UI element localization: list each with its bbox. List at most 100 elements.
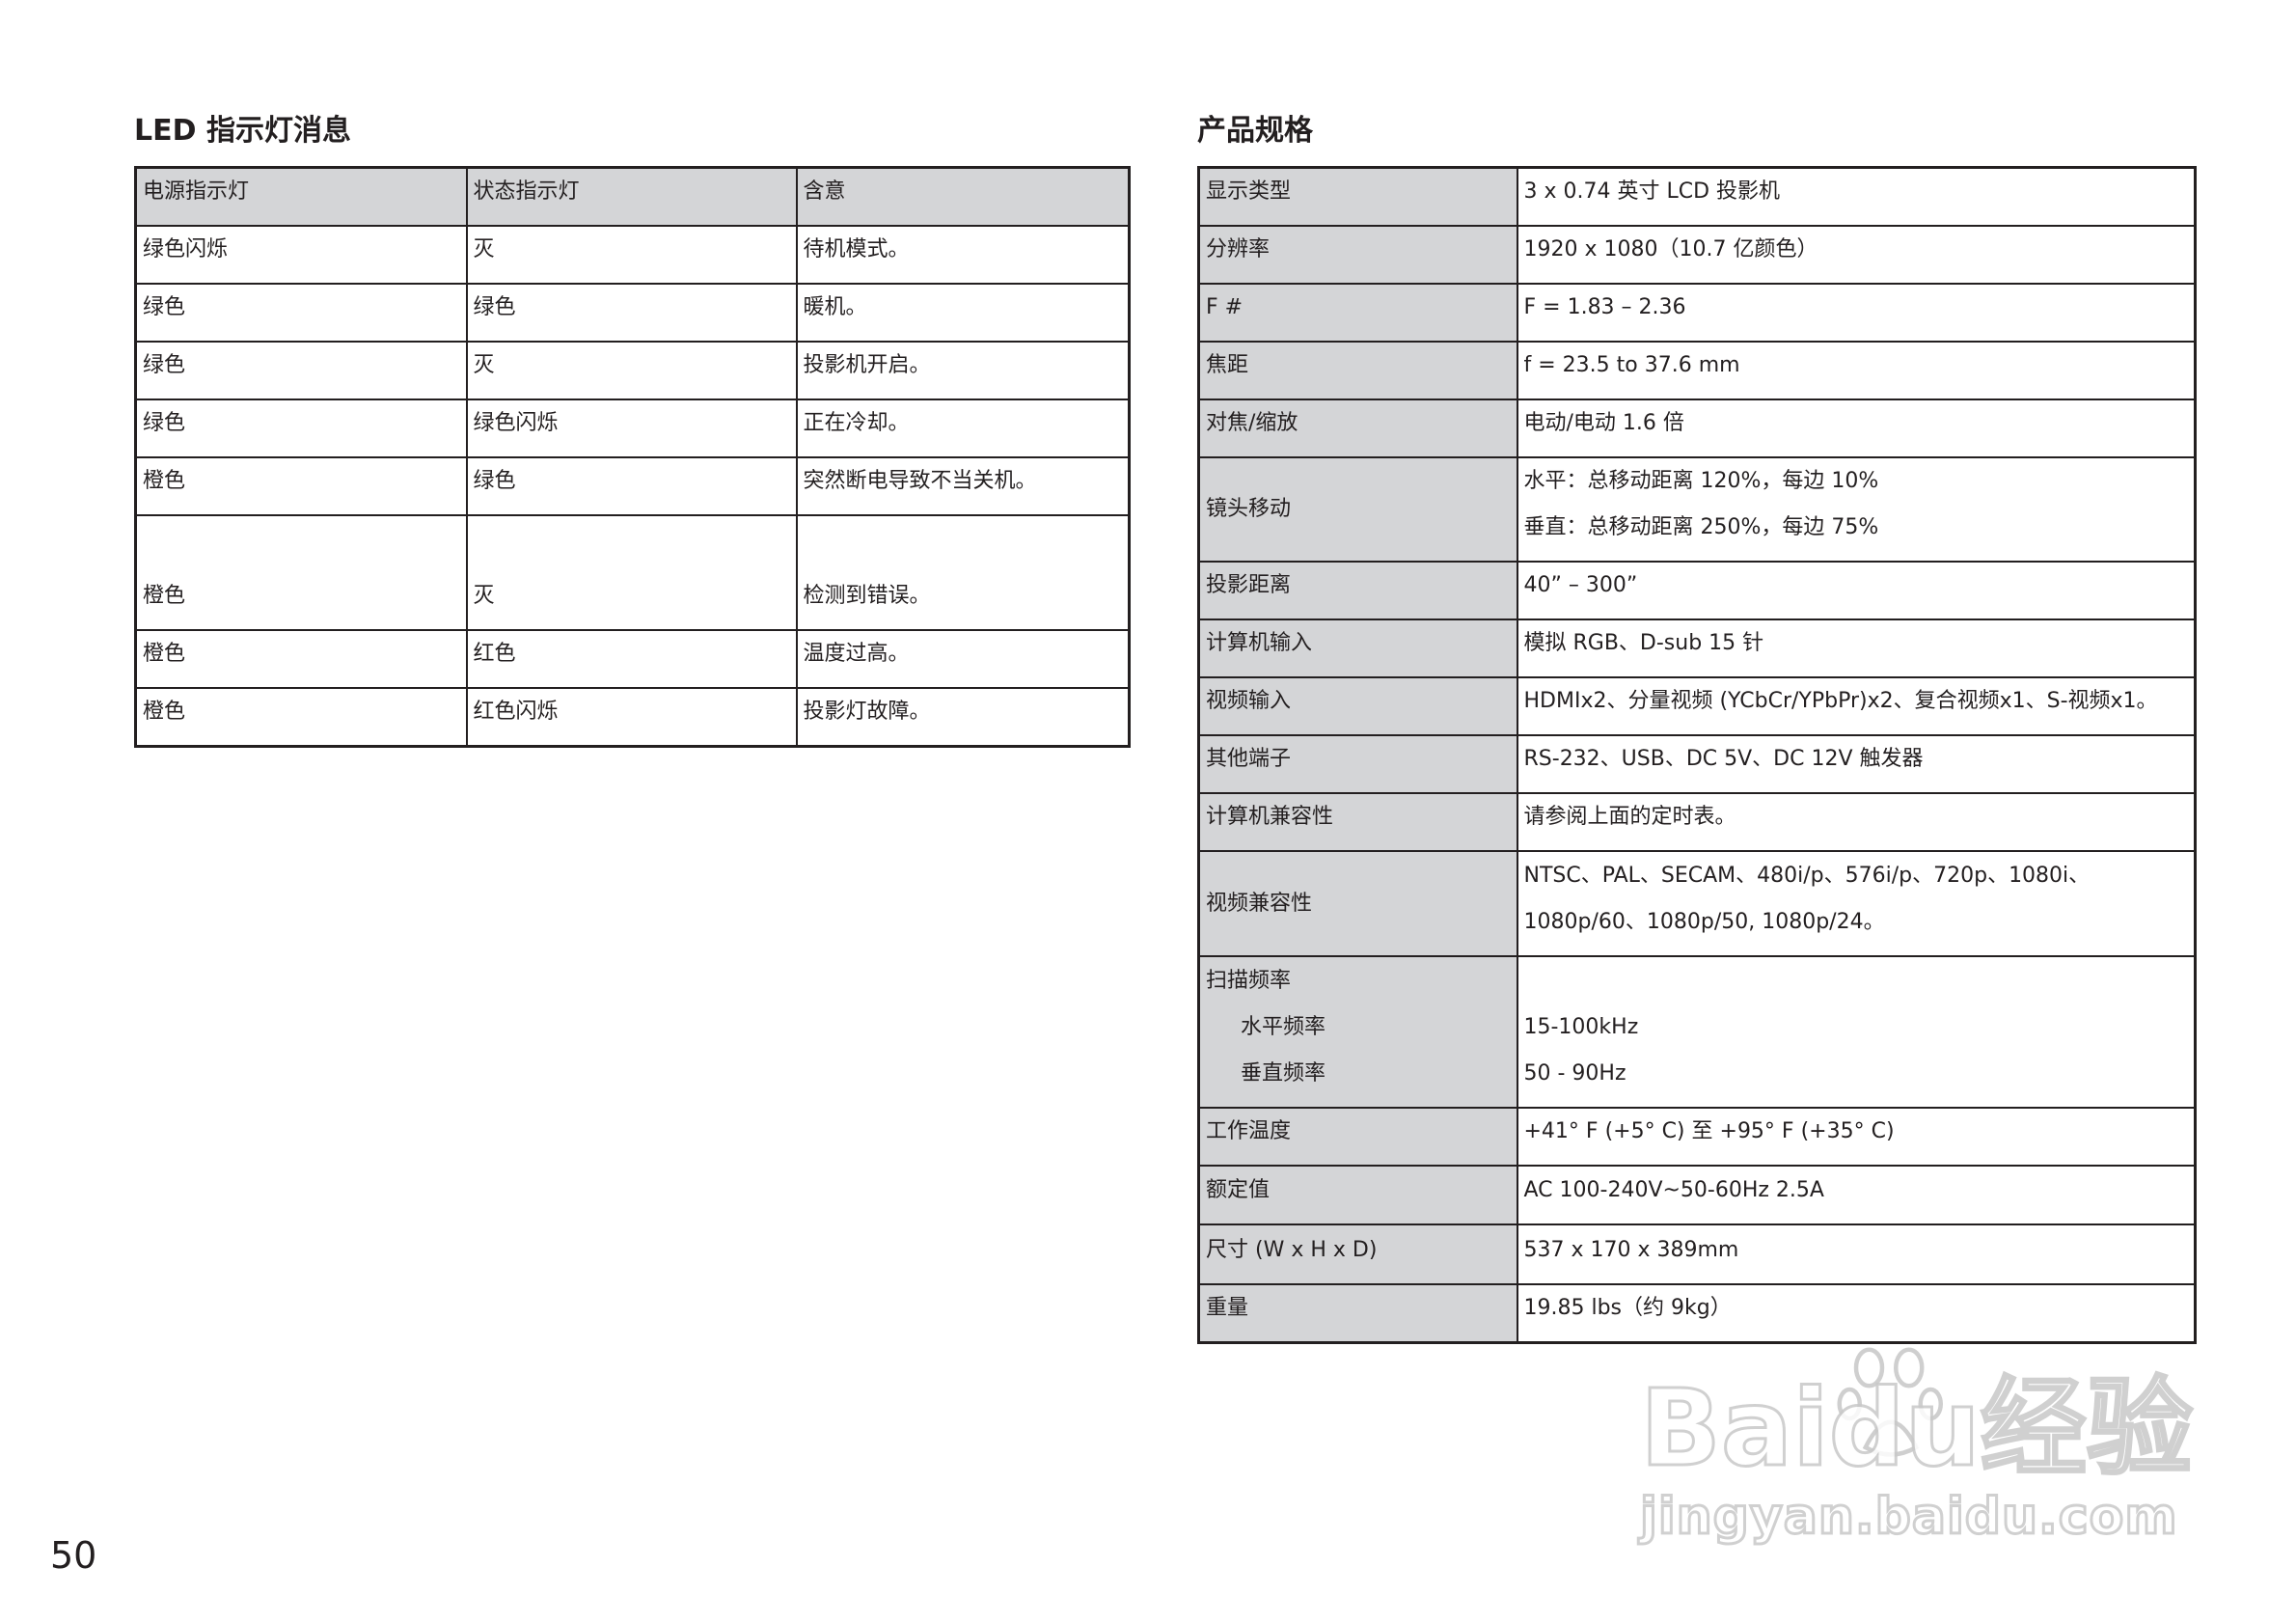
spec-row: 视频输入 HDMIx2、分量视频 (YCbCr/YPbPr)x2、复合视频x1、S… bbox=[1197, 676, 2197, 736]
spec-table: 显示类型 3 x 0.74 英寸 LCD 投影机 分辨率 1920 x 1080（10… bbox=[1197, 166, 2197, 1344]
spec-value: AC 100-240V~50-60Hz 2.5A bbox=[1516, 1165, 2197, 1225]
led-cell: 绿色 bbox=[134, 399, 468, 458]
spec-label: 扫描频率水平频率垂直频率 bbox=[1197, 955, 1518, 1109]
led-cell: 投影灯故障。 bbox=[795, 687, 1131, 748]
spec-row: 工作温度 +41° F (+5° C) 至 +95° F (+35° C) bbox=[1197, 1107, 2197, 1167]
led-cell: 绿色 bbox=[134, 341, 468, 400]
spec-value-line: F = 1.83 – 2.36 bbox=[1523, 295, 1686, 319]
led-cell: 灭 bbox=[465, 341, 798, 400]
led-row: 橙色 绿色 突然断电导致不当关机。 bbox=[134, 456, 1131, 516]
spec-value: 19.85 lbs（约 9kg） bbox=[1516, 1283, 2197, 1344]
led-row: 橙色 红色闪烁 投影灯故障。 bbox=[134, 687, 1131, 748]
spec-row: 镜头移动 水平：总移动距离 120%，每边 10% 垂直：总移动距离 250%，每边… bbox=[1197, 456, 2197, 563]
spec-value: HDMIx2、分量视频 (YCbCr/YPbPr)x2、复合视频x1、S-视频x… bbox=[1516, 676, 2197, 736]
spec-label: 视频输入 bbox=[1197, 676, 1518, 736]
led-header-cell: 电源指示灯 bbox=[134, 166, 468, 227]
led-cell: 检测到错误。 bbox=[795, 514, 1131, 631]
watermark: Baidu经验 jingyan.baidu.com bbox=[1639, 1369, 2195, 1548]
spec-value-line: 电动/电动 1.6 倍 bbox=[1523, 411, 1684, 435]
page-number: 50 bbox=[50, 1534, 97, 1577]
led-header-cell: 含意 bbox=[795, 166, 1131, 227]
led-cell: 橙色 bbox=[134, 687, 468, 748]
spec-value: 水平：总移动距离 120%，每边 10% 垂直：总移动距离 250%，每边 75% bbox=[1516, 456, 2197, 563]
spec-row: 计算机兼容性 请参阅上面的定时表。 bbox=[1197, 792, 2197, 852]
led-section-title: LED 指示灯消息 bbox=[134, 114, 351, 148]
spec-row: 分辨率 1920 x 1080（10.7 亿颜色） bbox=[1197, 225, 2197, 285]
spec-value-line: AC 100-240V~50-60Hz 2.5A bbox=[1523, 1178, 1824, 1202]
spec-label: 工作温度 bbox=[1197, 1107, 1518, 1167]
spec-value-line: f = 23.5 to 37.6 mm bbox=[1523, 353, 1740, 377]
spec-label: 分辨率 bbox=[1197, 225, 1518, 285]
spec-row: F # F = 1.83 – 2.36 bbox=[1197, 283, 2197, 343]
led-cell: 正在冷却。 bbox=[795, 399, 1131, 458]
spec-sublabel: 垂直频率 bbox=[1241, 1061, 1326, 1086]
led-cell: 投影机开启。 bbox=[795, 341, 1131, 400]
spec-section-title: 产品规格 bbox=[1197, 114, 1313, 148]
spec-value-line: 垂直：总移动距离 250%，每边 75% bbox=[1523, 515, 1879, 539]
led-cell: 橙色 bbox=[134, 456, 468, 516]
led-row: 绿色灭投影机开启。 bbox=[134, 341, 1131, 400]
led-cell: 红色闪烁 bbox=[465, 687, 798, 748]
spec-value-line: 3 x 0.74 英寸 LCD 投影机 bbox=[1523, 179, 1781, 204]
spec-value-line: 1080p/60、1080p/50, 1080p/24。 bbox=[1523, 910, 1885, 934]
spec-value-line: HDMIx2、分量视频 (YCbCr/YPbPr)x2、复合视频x1、S-视频x… bbox=[1523, 689, 2158, 713]
spec-label: 显示类型 bbox=[1197, 166, 1518, 227]
led-cell: 绿色 bbox=[465, 283, 798, 343]
led-row: 绿色闪烁灭待机模式。 bbox=[134, 225, 1131, 285]
spec-value-line: 50 - 90Hz bbox=[1523, 1061, 1626, 1086]
led-cell: 橙色 bbox=[134, 514, 468, 631]
led-row: 橙色 红色 温度过高。 bbox=[134, 629, 1131, 689]
spec-row: 额定值 AC 100-240V~50-60Hz 2.5A bbox=[1197, 1165, 2197, 1225]
spec-row: 对焦/缩放 电动/电动 1.6 倍 bbox=[1197, 399, 2197, 458]
led-cell: 温度过高。 bbox=[795, 629, 1131, 689]
spec-value: f = 23.5 to 37.6 mm bbox=[1516, 341, 2197, 400]
led-cell: 红色 bbox=[465, 629, 798, 689]
spec-label: 对焦/缩放 bbox=[1197, 399, 1518, 458]
led-cell: 橙色 bbox=[134, 629, 468, 689]
led-row: 橙色灭检测到错误。 bbox=[134, 514, 1131, 631]
spec-value-line: 请参阅上面的定时表。 bbox=[1523, 805, 1736, 829]
spec-value-line: 537 x 170 x 389mm bbox=[1523, 1238, 1739, 1262]
led-table: 电源指示灯 状态指示灯 含意 绿色闪烁灭待机模式。 绿色 绿色 暖机。 绿色灭投影机开启。 绿色… bbox=[134, 166, 1131, 748]
watermark-sub: jingyan.baidu.com bbox=[1639, 1487, 2179, 1548]
spec-row: 显示类型 3 x 0.74 英寸 LCD 投影机 bbox=[1197, 166, 2197, 227]
spec-row: 计算机输入 模拟 RGB、D-sub 15 针 bbox=[1197, 619, 2197, 678]
spec-row: 其他端子 RS-232、USB、DC 5V、DC 12V 触发器 bbox=[1197, 734, 2197, 794]
spec-value-line: 19.85 lbs（约 9kg） bbox=[1523, 1296, 1732, 1320]
led-cell: 暖机。 bbox=[795, 283, 1131, 343]
spec-value: 模拟 RGB、D-sub 15 针 bbox=[1516, 619, 2197, 678]
spec-label: 投影距离 bbox=[1197, 561, 1518, 620]
led-cell: 灭 bbox=[465, 514, 798, 631]
spec-value: NTSC、PAL、SECAM、480i/p、576i/p、720p、1080i、… bbox=[1516, 850, 2197, 957]
spec-value-line: 1920 x 1080（10.7 亿颜色） bbox=[1523, 237, 1818, 261]
spec-row: 焦距 f = 23.5 to 37.6 mm bbox=[1197, 341, 2197, 400]
spec-value-line: 40” – 300” bbox=[1523, 573, 1638, 597]
spec-row: 投影距离 40” – 300” bbox=[1197, 561, 2197, 620]
spec-value: 电动/电动 1.6 倍 bbox=[1516, 399, 2197, 458]
spec-label: 额定值 bbox=[1197, 1165, 1518, 1225]
spec-row: 尺寸 (W x H x D) 537 x 170 x 389mm bbox=[1197, 1223, 2197, 1285]
led-header-cell: 状态指示灯 bbox=[465, 166, 798, 227]
spec-value: RS-232、USB、DC 5V、DC 12V 触发器 bbox=[1516, 734, 2197, 794]
spec-label: F # bbox=[1197, 283, 1518, 343]
spec-label: 尺寸 (W x H x D) bbox=[1197, 1223, 1518, 1285]
spec-value: 15-100kHz 50 - 90Hz bbox=[1516, 955, 2197, 1109]
spec-label: 重量 bbox=[1197, 1283, 1518, 1344]
spec-row: 重量 19.85 lbs（约 9kg） bbox=[1197, 1283, 2197, 1344]
spec-value-line: RS-232、USB、DC 5V、DC 12V 触发器 bbox=[1523, 747, 1924, 771]
spec-row: 视频兼容性 NTSC、PAL、SECAM、480i/p、576i/p、720p、1… bbox=[1197, 850, 2197, 957]
spec-value: 40” – 300” bbox=[1516, 561, 2197, 620]
spec-label-text: 扫描频率 bbox=[1206, 969, 1292, 993]
spec-label: 计算机兼容性 bbox=[1197, 792, 1518, 852]
spec-value-line: +41° F (+5° C) 至 +95° F (+35° C) bbox=[1523, 1119, 1895, 1143]
spec-value-line: 15-100kHz bbox=[1523, 1015, 1639, 1039]
led-cell: 绿色闪烁 bbox=[465, 399, 798, 458]
spec-label: 视频兼容性 bbox=[1197, 850, 1518, 957]
spec-label: 镜头移动 bbox=[1197, 456, 1518, 563]
led-cell: 待机模式。 bbox=[795, 225, 1131, 285]
spec-value: 537 x 170 x 389mm bbox=[1516, 1223, 2197, 1285]
spec-value-line: NTSC、PAL、SECAM、480i/p、576i/p、720p、1080i、 bbox=[1523, 864, 2091, 888]
spec-value: 3 x 0.74 英寸 LCD 投影机 bbox=[1516, 166, 2197, 227]
spec-sublabel: 水平频率 bbox=[1241, 1015, 1326, 1039]
spec-value-line: 水平：总移动距离 120%，每边 10% bbox=[1523, 469, 1879, 493]
